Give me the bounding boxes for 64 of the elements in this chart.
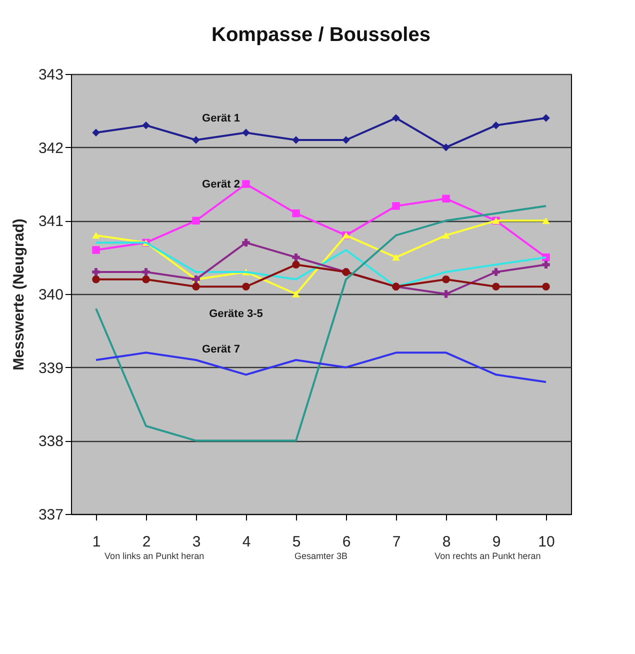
point: [192, 282, 200, 291]
line-series: [95, 352, 547, 383]
point: [92, 275, 100, 284]
point: [292, 136, 300, 144]
point: [542, 114, 550, 122]
point: [542, 217, 550, 224]
point: [142, 121, 150, 130]
point: [292, 253, 300, 262]
y-axis-title: Messwerte (Neugrad): [10, 218, 28, 370]
x-tick-label: 10: [538, 534, 555, 550]
series-label: Gerät 1: [202, 112, 240, 124]
y-tick-label: 339: [38, 360, 64, 377]
y-tick-label: 343: [38, 66, 64, 84]
point: [392, 254, 400, 261]
point: [442, 290, 450, 298]
x-tick-label: 7: [392, 534, 401, 550]
point: [242, 180, 250, 188]
series-label: Gerät 7: [202, 343, 240, 356]
point: [192, 136, 200, 144]
y-tick-label: 341: [38, 213, 64, 230]
x-tick-label: 8: [442, 534, 451, 550]
line-series: [95, 205, 547, 442]
point: [292, 209, 300, 218]
point: [142, 275, 150, 284]
point: [542, 282, 550, 291]
point: [442, 275, 450, 284]
x-tick-label: 5: [292, 534, 301, 550]
y-tick-label: 337: [38, 506, 64, 524]
point: [342, 136, 350, 144]
y-tick-label: 340: [38, 286, 64, 304]
point: [442, 143, 450, 152]
point: [92, 246, 100, 254]
point: [292, 260, 300, 269]
y-tick-label: 342: [38, 140, 64, 157]
point: [442, 232, 450, 239]
point: [492, 121, 500, 130]
series-label: Gerät 2: [202, 178, 240, 190]
chart-title: Kompasse / Boussoles: [212, 24, 430, 46]
x-tick-label: 1: [92, 534, 101, 550]
point: [442, 194, 450, 203]
point: [392, 114, 400, 122]
point: [242, 238, 250, 247]
x-tick-label: 6: [342, 534, 351, 550]
point: [92, 232, 100, 239]
point: [492, 282, 500, 291]
x-tick-label: 4: [242, 534, 251, 550]
point: [292, 290, 300, 298]
x-tick-label: 3: [192, 534, 201, 550]
point: [492, 268, 500, 276]
text: Von links an Punkt heran: [104, 551, 204, 561]
x-tick-label: 2: [142, 534, 151, 550]
point: [92, 128, 100, 137]
point: [542, 260, 550, 269]
x-tick-label: 9: [492, 534, 501, 550]
y-tick-label: 338: [38, 433, 64, 450]
text: Gesamter 3B: [294, 551, 348, 561]
point: [242, 128, 250, 137]
point: [192, 216, 200, 225]
point: [92, 268, 100, 276]
point: [392, 202, 400, 210]
point: [142, 268, 150, 276]
point: [242, 282, 250, 291]
text: Von rechts an Punkt heran: [434, 551, 541, 561]
annotation: Geräte 3-5: [209, 308, 263, 320]
